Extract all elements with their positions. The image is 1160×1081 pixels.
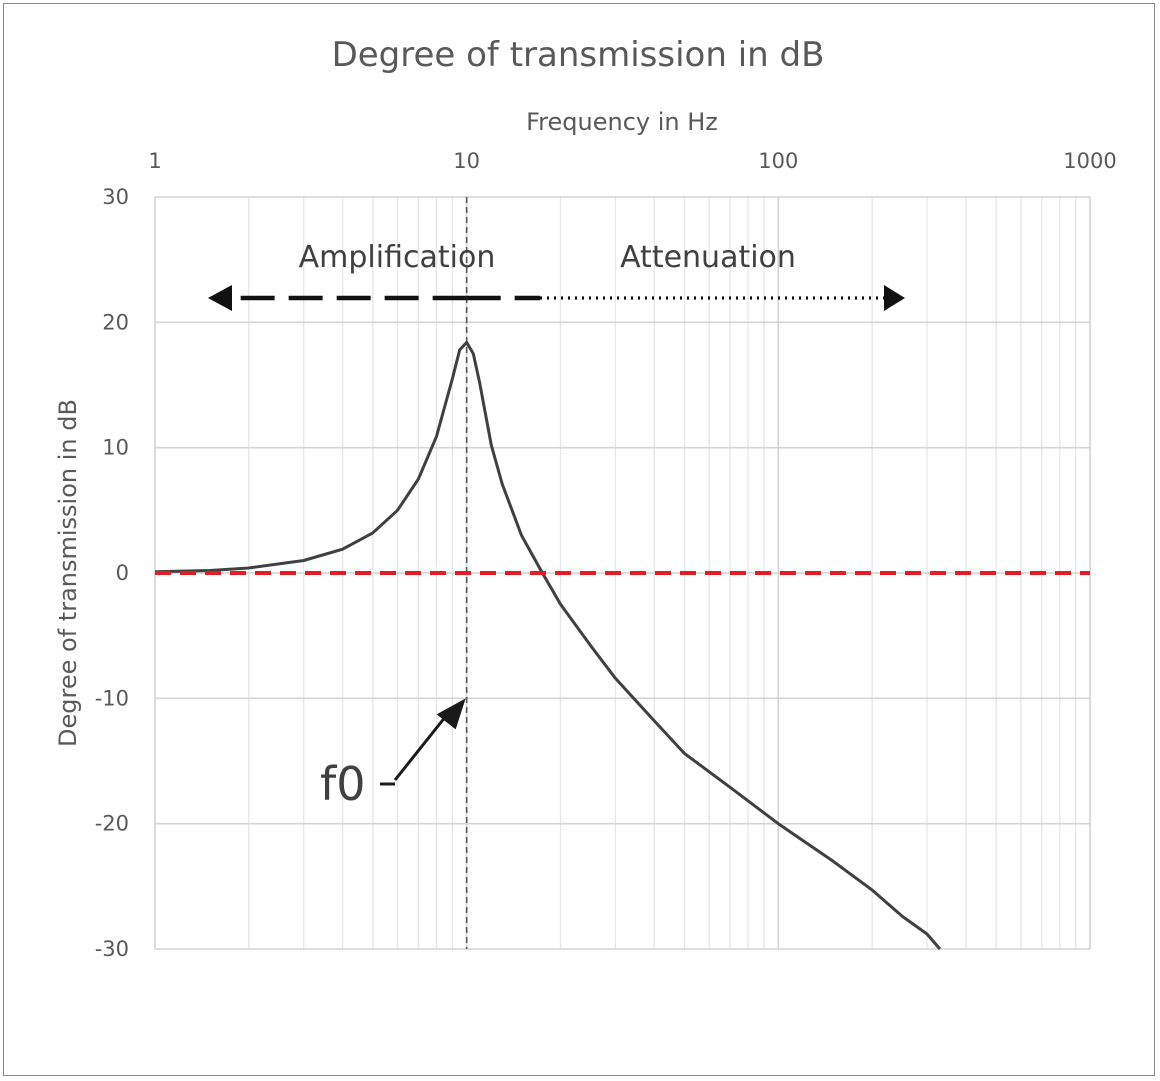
attenuation-label: Attenuation (620, 240, 796, 275)
amplification-label: Amplification (299, 240, 496, 275)
f0-pointer-line (393, 715, 448, 781)
y-tick-label: 30 (102, 185, 129, 209)
y-tick-label: 20 (102, 310, 129, 334)
y-tick-label: -20 (95, 812, 129, 836)
x-tick-label: 1000 (1063, 149, 1116, 173)
attenuation-arrowhead (884, 285, 905, 311)
x-axis-label: Frequency in Hz (526, 108, 718, 136)
chart-title: Degree of transmission in dB (332, 35, 825, 75)
x-tick-label: 100 (758, 149, 798, 173)
series-layer (154, 197, 1090, 950)
f0-label: f0 (320, 757, 365, 811)
f0-pointer-arrowhead (436, 698, 466, 730)
x-tick-label: 1 (148, 149, 161, 173)
y-tick-label: -10 (95, 686, 129, 710)
y-tick-label: 10 (102, 436, 129, 460)
amplification-arrowhead (208, 285, 232, 311)
y-tick-label: 0 (116, 561, 129, 585)
transmission-curve (154, 340, 942, 950)
chart-frame (3, 3, 1155, 1076)
annotations: Amplification Attenuation f0 (208, 240, 905, 811)
y-tick-label: -30 (95, 937, 129, 961)
x-tick-label: 10 (453, 149, 480, 173)
y-axis-label: Degree of transmission in dB (54, 399, 82, 747)
